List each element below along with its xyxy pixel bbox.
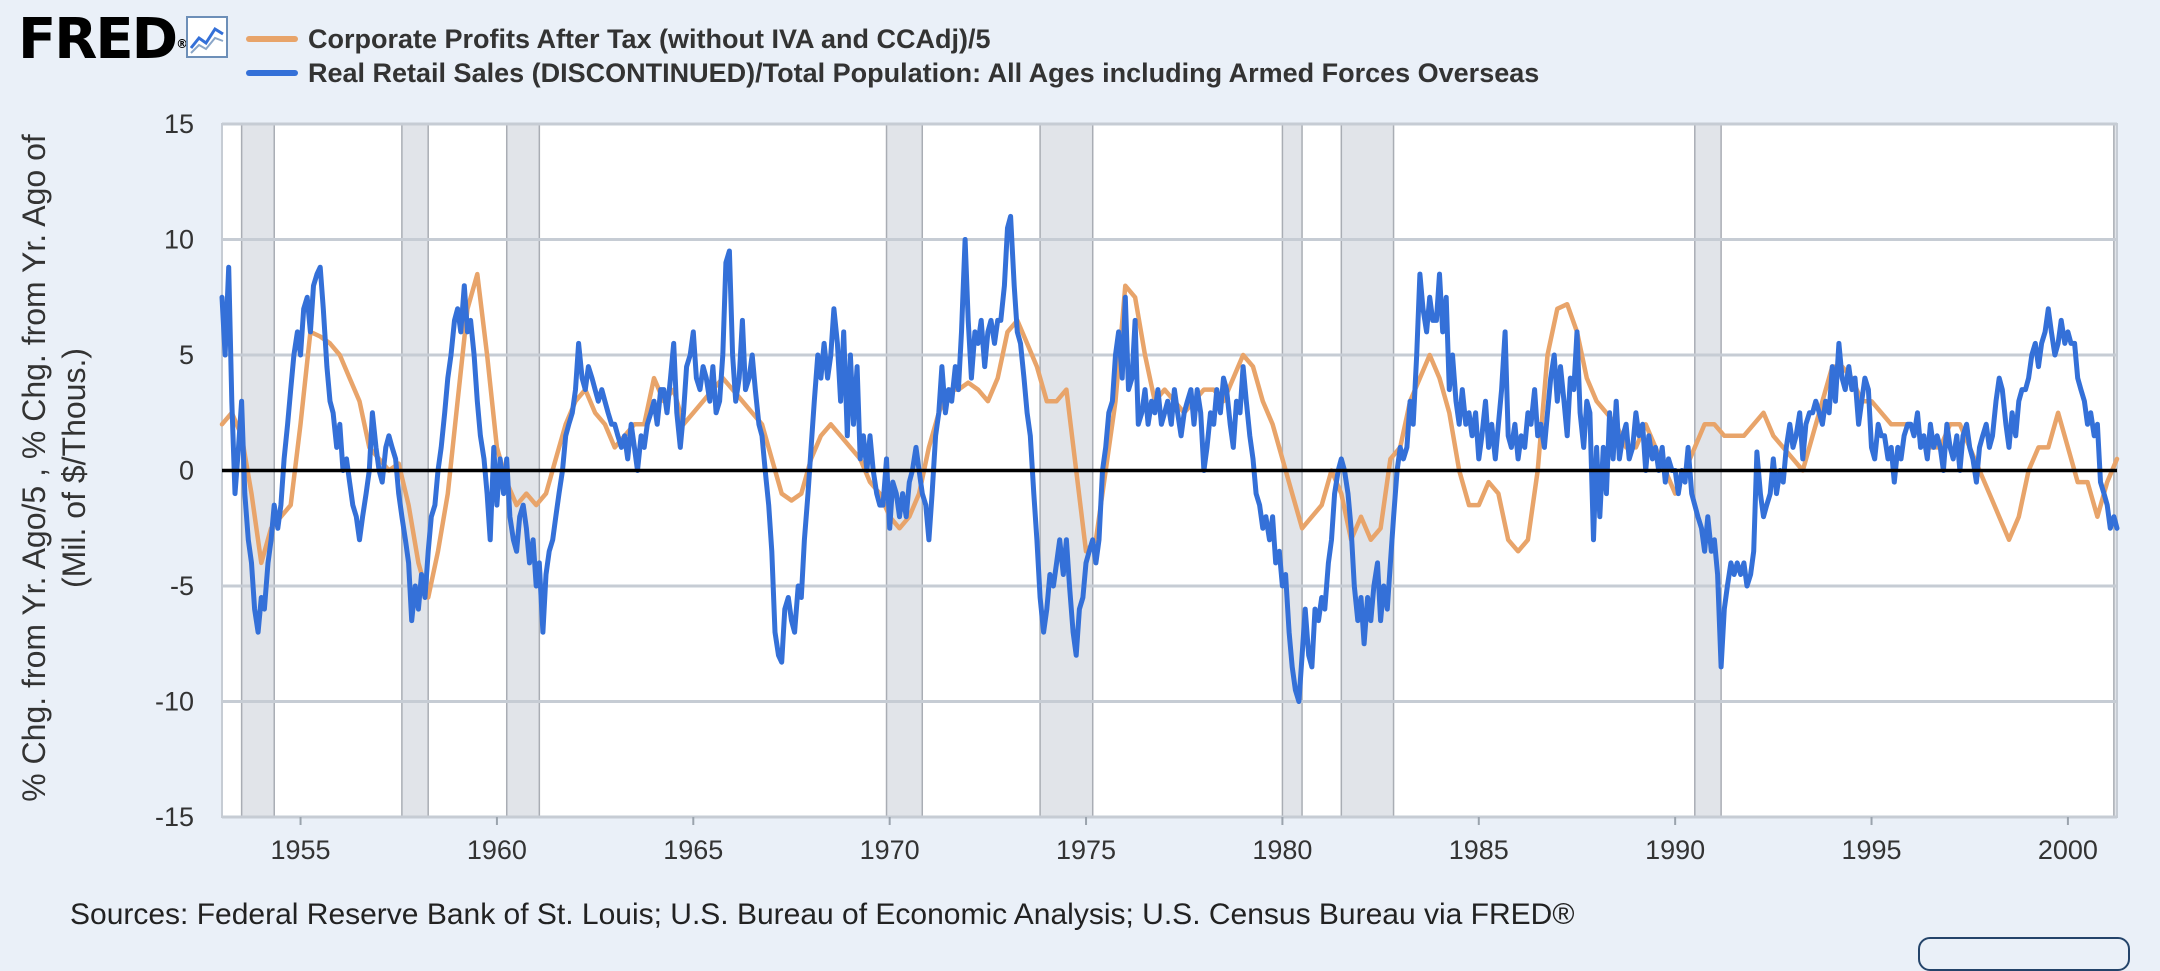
source-note: Sources: Federal Reserve Bank of St. Lou… — [70, 898, 1575, 931]
legend-swatch-corporate-profits — [246, 36, 298, 42]
series-line-retail-sales — [219, 213, 2120, 704]
x-tick-label: 1975 — [1056, 835, 1116, 865]
legend-label-retail-sales: Real Retail Sales (DISCONTINUED)/Total P… — [308, 57, 1540, 88]
y-tick-label: 15 — [164, 109, 194, 139]
x-tick-label: 1985 — [1449, 835, 1509, 865]
logo-registered-mark: ® — [176, 37, 188, 51]
x-tick-label: 1980 — [1252, 835, 1312, 865]
y-tick-label: 5 — [179, 340, 194, 370]
x-tick-label: 1965 — [663, 835, 723, 865]
legend-label-corporate-profits: Corporate Profits After Tax (without IVA… — [308, 23, 991, 54]
x-tick-label: 1960 — [467, 835, 527, 865]
legend-item-retail-sales: Real Retail Sales (DISCONTINUED)/Total P… — [246, 56, 1539, 90]
x-tick-label: 1955 — [271, 835, 331, 865]
y-tick-label: -15 — [155, 802, 194, 832]
y-tick-label: -5 — [170, 571, 194, 601]
series-line-corporate-profits — [219, 271, 2120, 600]
legend-swatch-retail-sales — [246, 70, 298, 76]
y-tick-label: -10 — [155, 687, 194, 717]
logo-text: FRED — [18, 7, 178, 72]
x-tick-label: 1990 — [1645, 835, 1705, 865]
y-tick-label: 10 — [164, 225, 194, 255]
x-tick-label: 1970 — [860, 835, 920, 865]
y-tick-label: 0 — [179, 456, 194, 486]
chart-legend: Corporate Profits After Tax (without IVA… — [246, 22, 1539, 90]
x-tick-label: 2000 — [2038, 835, 2098, 865]
fred-logo[interactable]: FRED® — [18, 12, 188, 68]
line-chart-icon[interactable] — [186, 16, 228, 58]
x-tick-label: 1995 — [1841, 835, 1901, 865]
legend-item-corporate-profits: Corporate Profits After Tax (without IVA… — [246, 22, 1539, 56]
edit-graph-button[interactable] — [1918, 937, 2130, 971]
line-chart: 15 10 5 0 -5 -10 -15 1955 1960 1965 1970 1975 1980 19… — [155, 109, 2120, 865]
